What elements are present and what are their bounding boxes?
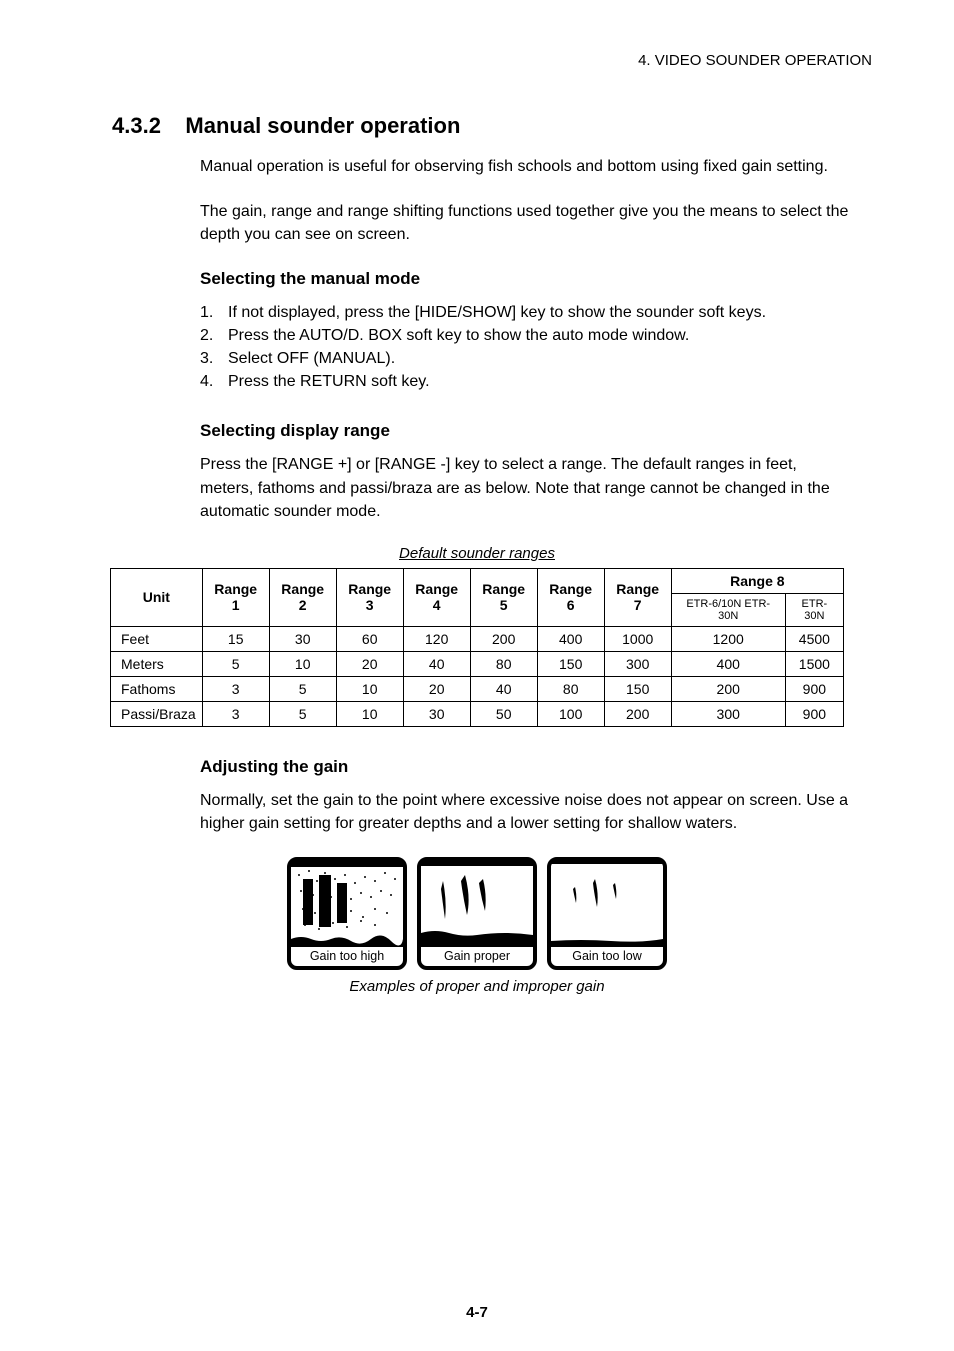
table-row: Passi/Braza 3 5 10 30 50 100 200 300 900 xyxy=(111,701,844,726)
th-range: Range 1 xyxy=(202,568,269,626)
val-cell: 30 xyxy=(269,626,336,651)
val-cell: 3 xyxy=(202,676,269,701)
val-cell: 400 xyxy=(671,651,785,676)
th-range: Range 7 xyxy=(604,568,671,626)
val-cell: 30 xyxy=(403,701,470,726)
th-unit: Unit xyxy=(111,568,203,626)
th-sub: ETR-6/10N ETR-30N xyxy=(671,593,785,626)
gain-proper-icon xyxy=(421,861,533,947)
step-text: Press the RETURN soft key. xyxy=(228,370,430,393)
gain-proper-caption: Gain proper xyxy=(421,947,533,966)
unit-cell: Passi/Braza xyxy=(111,701,203,726)
gain-high-caption: Gain too high xyxy=(291,947,403,966)
val-cell: 120 xyxy=(403,626,470,651)
val-cell: 200 xyxy=(671,676,785,701)
val-cell: 300 xyxy=(671,701,785,726)
page-header: 4. VIDEO SOUNDER OPERATION xyxy=(82,52,872,69)
val-cell: 200 xyxy=(604,701,671,726)
subheading-display-range: Selecting display range xyxy=(200,421,872,441)
val-cell: 20 xyxy=(403,676,470,701)
step-text: Select OFF (MANUAL). xyxy=(228,347,395,370)
page-number: 4-7 xyxy=(0,1304,954,1321)
val-cell: 400 xyxy=(537,626,604,651)
th-sub: ETR-30N xyxy=(785,593,843,626)
val-cell: 150 xyxy=(604,676,671,701)
val-cell: 5 xyxy=(202,651,269,676)
val-cell: 10 xyxy=(336,701,403,726)
th-range: Range 8 xyxy=(671,568,843,593)
val-cell: 300 xyxy=(604,651,671,676)
val-cell: 200 xyxy=(470,626,537,651)
table-row: Meters 5 10 20 40 80 150 300 400 1500 xyxy=(111,651,844,676)
step-number: 2. xyxy=(200,324,228,347)
gain-low-icon xyxy=(551,861,663,947)
unit-cell: Fathoms xyxy=(111,676,203,701)
th-range: Range 2 xyxy=(269,568,336,626)
val-cell: 10 xyxy=(269,651,336,676)
figure-caption: Examples of proper and improper gain xyxy=(82,978,872,995)
th-range: Range 5 xyxy=(470,568,537,626)
unit-cell: Feet xyxy=(111,626,203,651)
gain-high-icon xyxy=(291,861,403,947)
val-cell: 1200 xyxy=(671,626,785,651)
val-cell: 60 xyxy=(336,626,403,651)
step-number: 4. xyxy=(200,370,228,393)
step-text: If not displayed, press the [HIDE/SHOW] … xyxy=(228,301,766,324)
val-cell: 100 xyxy=(537,701,604,726)
gain-high-box: Gain too high xyxy=(287,857,407,970)
val-cell: 20 xyxy=(336,651,403,676)
val-cell: 1500 xyxy=(785,651,843,676)
section-number: 4.3.2 xyxy=(112,113,161,138)
val-cell: 3 xyxy=(202,701,269,726)
val-cell: 1000 xyxy=(604,626,671,651)
manual-mode-steps: 1.If not displayed, press the [HIDE/SHOW… xyxy=(200,301,852,394)
table-caption: Default sounder ranges xyxy=(82,545,872,562)
val-cell: 150 xyxy=(537,651,604,676)
table-row: Fathoms 3 5 10 20 40 80 150 200 900 xyxy=(111,676,844,701)
step-number: 1. xyxy=(200,301,228,324)
range-paragraph: Press the [RANGE +] or [RANGE -] key to … xyxy=(200,453,852,523)
val-cell: 4500 xyxy=(785,626,843,651)
val-cell: 80 xyxy=(537,676,604,701)
val-cell: 5 xyxy=(269,676,336,701)
val-cell: 900 xyxy=(785,701,843,726)
subheading-gain: Adjusting the gain xyxy=(200,757,872,777)
gain-low-box: Gain too low xyxy=(547,857,667,970)
section-heading: 4.3.2 Manual sounder operation xyxy=(112,113,872,139)
th-range: Range 3 xyxy=(336,568,403,626)
val-cell: 5 xyxy=(269,701,336,726)
val-cell: 40 xyxy=(403,651,470,676)
val-cell: 900 xyxy=(785,676,843,701)
gain-examples: Gain too high Gain proper xyxy=(82,857,872,970)
step-number: 3. xyxy=(200,347,228,370)
range-table: Unit Range 1 Range 2 Range 3 Range 4 Ran… xyxy=(110,568,844,727)
step-text: Press the AUTO/D. BOX soft key to show t… xyxy=(228,324,689,347)
table-row: Feet 15 30 60 120 200 400 1000 1200 4500 xyxy=(111,626,844,651)
unit-cell: Meters xyxy=(111,651,203,676)
intro-paragraph-1: Manual operation is useful for observing… xyxy=(200,155,852,178)
gain-low-caption: Gain too low xyxy=(551,947,663,966)
gain-paragraph: Normally, set the gain to the point wher… xyxy=(200,789,852,835)
intro-paragraph-2: The gain, range and range shifting funct… xyxy=(200,200,852,246)
val-cell: 80 xyxy=(470,651,537,676)
th-range: Range 6 xyxy=(537,568,604,626)
section-title-text: Manual sounder operation xyxy=(185,113,460,138)
val-cell: 15 xyxy=(202,626,269,651)
val-cell: 10 xyxy=(336,676,403,701)
gain-proper-box: Gain proper xyxy=(417,857,537,970)
th-range: Range 4 xyxy=(403,568,470,626)
subheading-manual-mode: Selecting the manual mode xyxy=(200,269,872,289)
val-cell: 40 xyxy=(470,676,537,701)
val-cell: 50 xyxy=(470,701,537,726)
